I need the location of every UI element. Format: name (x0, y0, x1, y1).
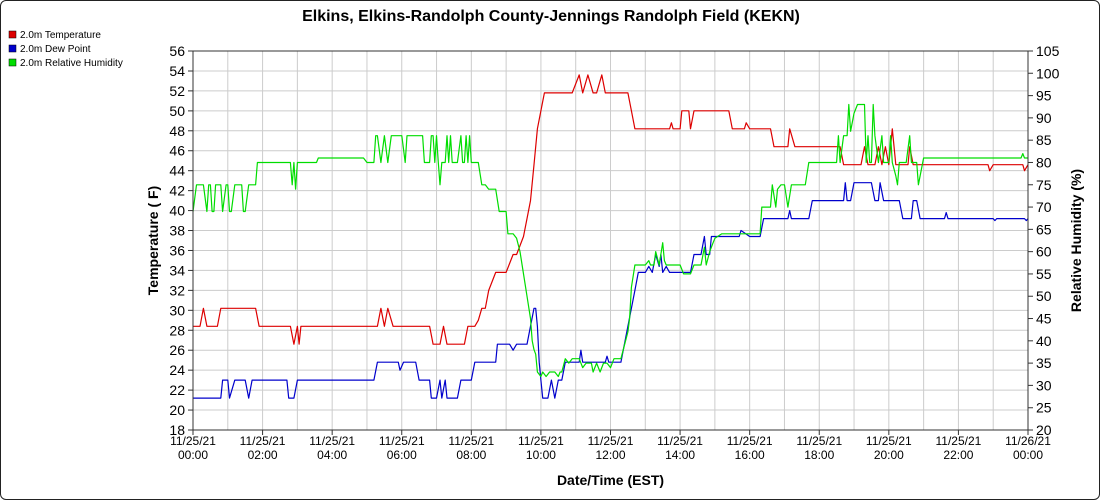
y-tick-label: 42 (169, 183, 185, 199)
y2-tick-label: 75 (1036, 177, 1052, 193)
y-tick-label: 20 (169, 402, 185, 418)
x-tick-time: 20:00 (874, 448, 904, 462)
y-axis-title: Temperature ( F) (145, 186, 161, 295)
y2-tick-label: 95 (1036, 88, 1052, 104)
x-tick-date: 11/25/21 (936, 434, 982, 448)
x-axis: 11/25/2100:0011/25/2102:0011/25/2104:001… (170, 430, 1051, 462)
y2-tick-label: 80 (1036, 154, 1052, 170)
x-tick-time: 04:00 (317, 448, 347, 462)
x-tick-time: 00:00 (178, 448, 208, 462)
y2-axis-title: Relative Humidity (%) (1068, 169, 1084, 312)
y-tick-label: 32 (169, 282, 185, 298)
y2-tick-label: 25 (1036, 400, 1052, 416)
x-tick-time: 16:00 (735, 448, 765, 462)
y-tick-label: 44 (169, 163, 185, 179)
x-tick-date: 11/25/21 (796, 434, 842, 448)
legend: 2.0m Temperature 2.0m Dew Point 2.0m Relat… (8, 30, 123, 69)
x-tick-date: 11/25/21 (657, 434, 703, 448)
y2-tick-label: 85 (1036, 132, 1052, 148)
x-tick-time: 14:00 (665, 448, 695, 462)
y2-tick-label: 65 (1036, 221, 1052, 237)
x-tick-time: 18:00 (804, 448, 834, 462)
plot-lines (192, 74, 1029, 399)
x-tick-date: 11/25/21 (866, 434, 912, 448)
x-tick-time: 08:00 (456, 448, 486, 462)
x-tick-time: 10:00 (526, 448, 556, 462)
y-axis-right: 20 25 30 35 40 45 50 55 60 65 70 75 80 85 90 95 100 105 (1028, 43, 1060, 438)
y-tick-label: 40 (169, 203, 185, 219)
x-tick-date: 11/25/21 (170, 434, 216, 448)
y-tick-label: 28 (169, 322, 185, 338)
y-tick-label: 50 (169, 103, 185, 119)
y2-tick-label: 45 (1036, 311, 1052, 327)
y2-tick-label: 105 (1036, 43, 1060, 59)
x-tick-date: 11/25/21 (518, 434, 564, 448)
y-tick-label: 36 (169, 242, 185, 258)
y-tick-label: 56 (169, 43, 185, 59)
y-tick-label: 18 (169, 422, 185, 438)
series-line-2 (193, 182, 1029, 399)
legend-swatch (8, 30, 17, 39)
y2-tick-label: 50 (1036, 288, 1052, 304)
x-tick-time: 00:00 (1013, 448, 1043, 462)
y-tick-label: 48 (169, 123, 185, 139)
y-tick-label: 52 (169, 83, 185, 99)
y2-tick-label: 35 (1036, 355, 1052, 371)
y2-tick-label: 55 (1036, 266, 1052, 282)
y-tick-label: 24 (169, 362, 185, 378)
y2-tick-label: 30 (1036, 377, 1052, 393)
y2-tick-label: 90 (1036, 110, 1052, 126)
chart-title: Elkins, Elkins-Randolph County-Jennings … (302, 8, 800, 25)
y-axis-left: 18 20 22 24 26 28 30 32 34 36 38 40 42 44 46 48 50 52 54 56 (169, 43, 193, 438)
legend-label: 2.0m Dew Point (20, 44, 91, 55)
x-tick-date: 11/25/21 (309, 434, 355, 448)
y-tick-label: 30 (169, 302, 185, 318)
y-tick-label: 26 (169, 342, 185, 358)
x-tick-time: 06:00 (387, 448, 417, 462)
x-tick-time: 12:00 (595, 448, 625, 462)
legend-label: 2.0m Relative Humidity (20, 58, 123, 69)
y2-tick-label: 70 (1036, 199, 1052, 215)
y-tick-label: 22 (169, 382, 185, 398)
series-line-1 (193, 74, 1029, 345)
grid (193, 50, 1028, 431)
x-tick-date: 11/25/21 (379, 434, 425, 448)
y-tick-label: 38 (169, 223, 185, 239)
y2-tick-label: 20 (1036, 422, 1052, 438)
y-tick-label: 54 (169, 63, 185, 79)
x-axis-title: Date/Time (EST) (557, 472, 664, 488)
x-tick-date: 11/25/21 (727, 434, 773, 448)
y2-tick-label: 100 (1036, 65, 1060, 81)
x-tick-time: 02:00 (248, 448, 278, 462)
x-tick-date: 11/25/21 (448, 434, 494, 448)
x-tick-time: 22:00 (943, 448, 973, 462)
legend-swatch (8, 58, 17, 67)
x-tick-date: 11/25/21 (240, 434, 286, 448)
y-tick-label: 46 (169, 143, 185, 159)
x-tick-date: 11/25/21 (588, 434, 634, 448)
x-tick-date: 11/26/21 (1005, 434, 1051, 448)
y2-tick-label: 60 (1036, 244, 1052, 260)
series-line-3 (192, 103, 1028, 378)
y-tick-label: 34 (169, 262, 185, 278)
y2-tick-label: 40 (1036, 333, 1052, 349)
legend-label: 2.0m Temperature (20, 30, 101, 41)
legend-swatch (8, 44, 17, 53)
